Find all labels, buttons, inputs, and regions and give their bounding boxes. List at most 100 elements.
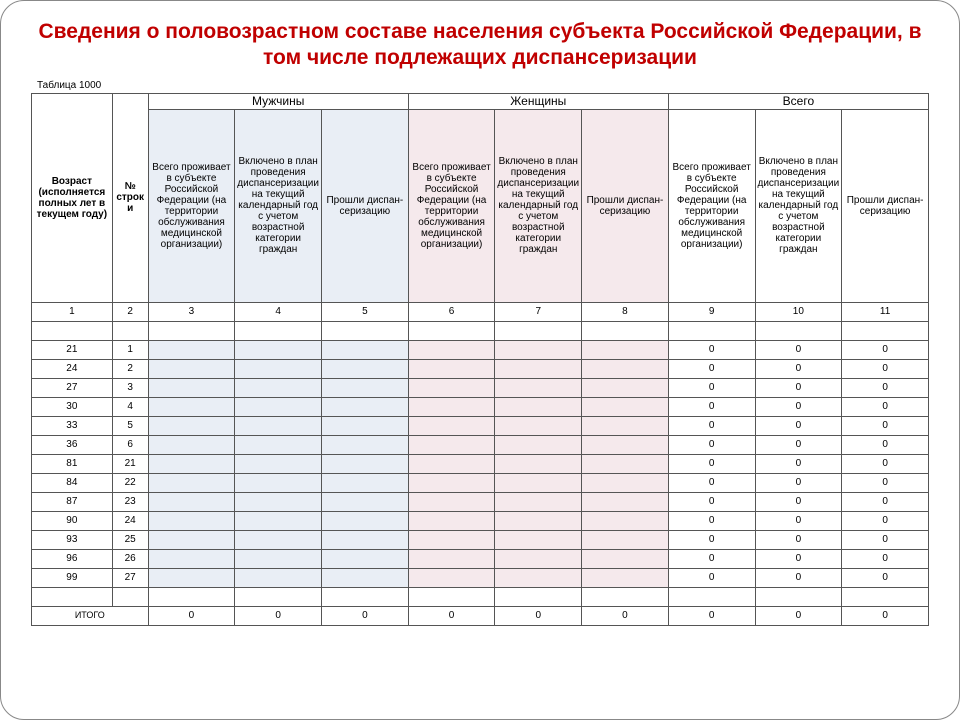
cell: 99 xyxy=(32,568,113,587)
total-row: ИТОГО 0 0 0 0 0 0 0 0 0 xyxy=(32,606,929,625)
cell: 30 xyxy=(32,397,113,416)
total-label: ИТОГО xyxy=(32,606,149,625)
cell: 0 xyxy=(755,340,842,359)
cell: 0 xyxy=(755,492,842,511)
hdr-age: Возраст (исполняется полных лет в текуще… xyxy=(32,93,113,302)
cell xyxy=(582,473,669,492)
cell xyxy=(235,511,322,530)
cell xyxy=(408,454,495,473)
cell xyxy=(582,416,669,435)
colnum: 11 xyxy=(842,302,929,321)
cell xyxy=(235,492,322,511)
cell xyxy=(148,435,235,454)
cell xyxy=(408,435,495,454)
cell: 0 xyxy=(842,416,929,435)
cell xyxy=(495,492,582,511)
cell xyxy=(582,568,669,587)
cell xyxy=(582,397,669,416)
cell: 0 xyxy=(842,511,929,530)
cell xyxy=(148,473,235,492)
cell xyxy=(495,549,582,568)
cell xyxy=(322,492,409,511)
colnum: 4 xyxy=(235,302,322,321)
cell xyxy=(322,530,409,549)
cell xyxy=(322,473,409,492)
total-cell: 0 xyxy=(755,606,842,625)
cell: 1 xyxy=(112,340,148,359)
colnum: 6 xyxy=(408,302,495,321)
cell xyxy=(582,511,669,530)
cell xyxy=(148,549,235,568)
cell: 3 xyxy=(112,378,148,397)
cell xyxy=(495,568,582,587)
total-cell: 0 xyxy=(668,606,755,625)
table-row: 366000 xyxy=(32,435,929,454)
hdr-women-pass: Прошли диспан-серизацию xyxy=(582,109,669,302)
cell: 0 xyxy=(842,492,929,511)
cell xyxy=(495,397,582,416)
total-cell: 0 xyxy=(148,606,235,625)
cell: 0 xyxy=(755,530,842,549)
cell: 4 xyxy=(112,397,148,416)
cell xyxy=(235,340,322,359)
cell: 0 xyxy=(842,359,929,378)
cell: 27 xyxy=(112,568,148,587)
hdr-men-live: Всего проживает в субъекте Российской Фе… xyxy=(148,109,235,302)
cell: 87 xyxy=(32,492,113,511)
cell xyxy=(235,549,322,568)
cell: 0 xyxy=(668,454,755,473)
cell: 0 xyxy=(755,378,842,397)
hdr-group-men: Мужчины xyxy=(148,93,408,109)
table-row: 8422000 xyxy=(32,473,929,492)
cell: 84 xyxy=(32,473,113,492)
cell xyxy=(235,473,322,492)
cell xyxy=(495,416,582,435)
table-row: 8723000 xyxy=(32,492,929,511)
cell: 21 xyxy=(32,340,113,359)
colnum: 2 xyxy=(112,302,148,321)
cell: 0 xyxy=(842,397,929,416)
cell: 0 xyxy=(668,549,755,568)
cell: 0 xyxy=(668,435,755,454)
cell: 24 xyxy=(112,511,148,530)
main-table: Возраст (исполняется полных лет в текуще… xyxy=(31,93,929,626)
hdr-total-live: Всего проживает в субъекте Российской Фе… xyxy=(668,109,755,302)
hdr-total-plan: Включено в план проведения диспансеризац… xyxy=(755,109,842,302)
cell xyxy=(322,511,409,530)
cell: 0 xyxy=(755,359,842,378)
total-cell: 0 xyxy=(582,606,669,625)
cell: 0 xyxy=(755,416,842,435)
cell xyxy=(322,359,409,378)
cell xyxy=(408,378,495,397)
cell: 0 xyxy=(668,511,755,530)
table-label: Таблица 1000 xyxy=(37,80,929,91)
cell xyxy=(408,568,495,587)
cell xyxy=(235,378,322,397)
cell xyxy=(408,549,495,568)
cell xyxy=(495,511,582,530)
cell: 0 xyxy=(668,378,755,397)
cell: 5 xyxy=(112,416,148,435)
cell xyxy=(148,530,235,549)
cell: 0 xyxy=(755,454,842,473)
cell: 0 xyxy=(668,416,755,435)
cell xyxy=(148,397,235,416)
cell xyxy=(322,435,409,454)
cell xyxy=(495,378,582,397)
cell xyxy=(495,454,582,473)
cell: 25 xyxy=(112,530,148,549)
cell xyxy=(408,416,495,435)
hdr-women-plan: Включено в план проведения диспансеризац… xyxy=(495,109,582,302)
column-number-row: 1 2 3 4 5 6 7 8 9 10 11 xyxy=(32,302,929,321)
cell xyxy=(582,359,669,378)
cell: 0 xyxy=(842,340,929,359)
slide-frame: Сведения о половозрастном составе населе… xyxy=(0,0,960,720)
cell xyxy=(235,568,322,587)
cell: 0 xyxy=(842,454,929,473)
cell xyxy=(148,492,235,511)
total-cell: 0 xyxy=(408,606,495,625)
cell xyxy=(322,378,409,397)
cell: 27 xyxy=(32,378,113,397)
cell: 6 xyxy=(112,435,148,454)
cell: 0 xyxy=(755,511,842,530)
